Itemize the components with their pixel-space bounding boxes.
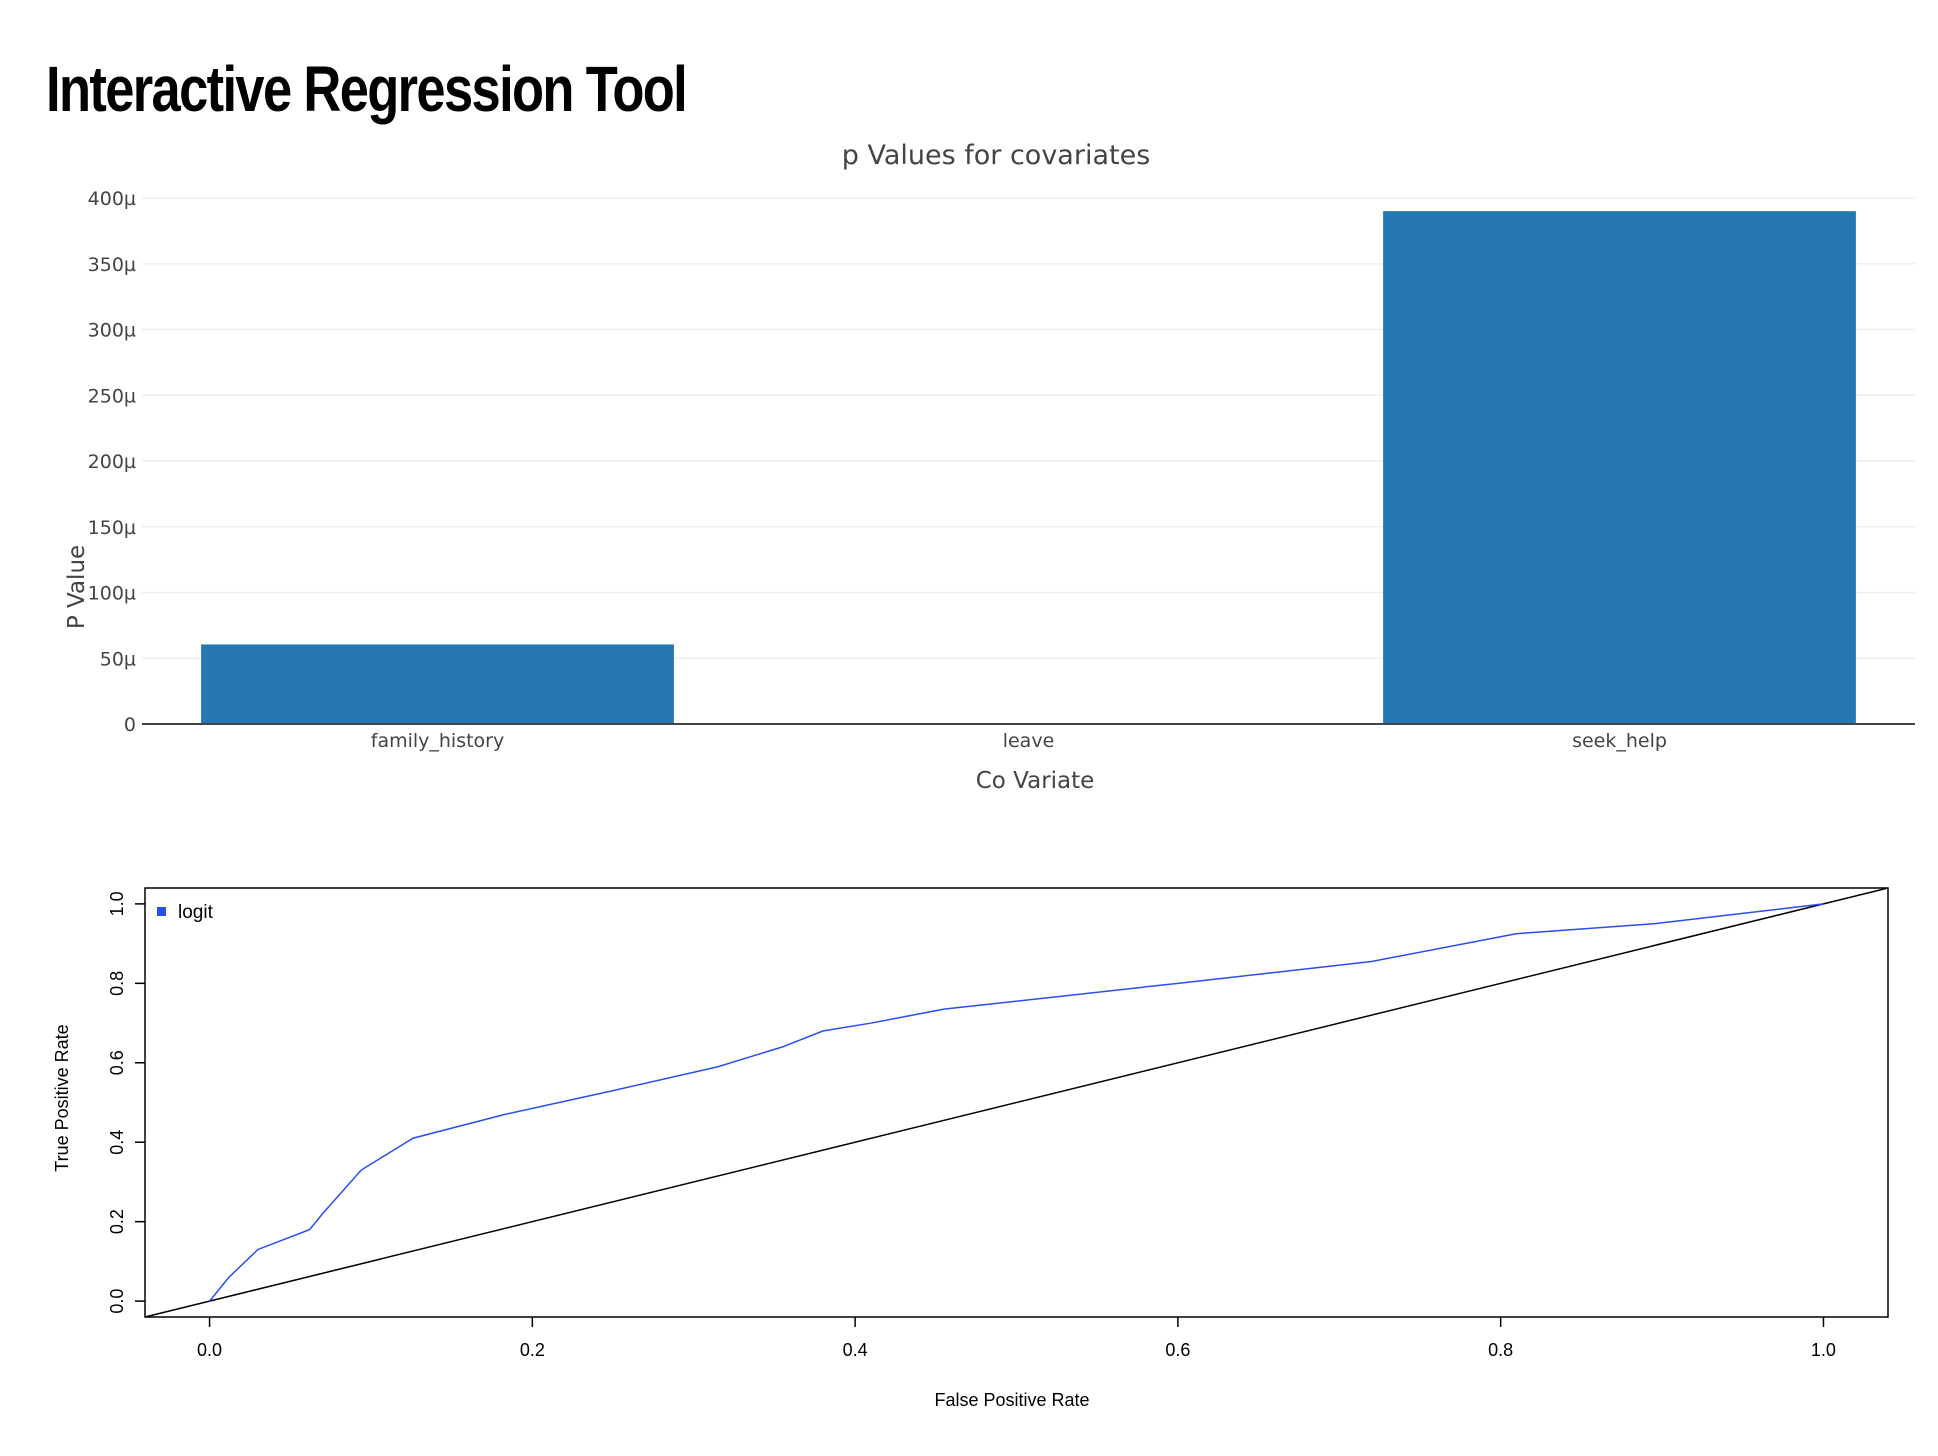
bar-y-tick-label: 250µ (88, 385, 136, 407)
roc-x-axis-label: False Positive Rate (934, 1390, 1089, 1410)
bar-chart-gridlines (142, 197, 1915, 659)
bar-chart-x-tick-labels: family_history leave seek_help (371, 730, 1667, 752)
roc-y-tick-label: 0.4 (107, 1130, 127, 1155)
bar-chart-y-axis-label: P Value (64, 545, 90, 629)
bar-chart-x-axis-label: Co Variate (976, 768, 1095, 794)
roc-legend-swatch (157, 907, 166, 916)
roc-curve-chart: 0.0 0.2 0.4 0.6 0.8 1.0 0.0 0.2 0.4 0.6 0.8 1.0 lo… (52, 887, 1889, 1410)
roc-y-tick-label: 0.8 (107, 971, 127, 996)
roc-plot-frame (144, 887, 1889, 1318)
bar-chart-bars[interactable] (201, 211, 1856, 724)
pvalue-bar-chart: p Values for covariates 0 50µ 100µ 150µ 200µ… (64, 140, 1915, 794)
bar-seek-help[interactable] (1383, 211, 1856, 724)
bar-y-tick-label: 200µ (88, 451, 136, 473)
bar-y-tick-label: 350µ (88, 254, 136, 276)
bar-x-tick-label: family_history (371, 730, 505, 752)
roc-x-tick-label: 0.8 (1488, 1340, 1513, 1360)
bar-y-tick-label: 50µ (100, 648, 136, 670)
roc-legend-label: logit (178, 902, 214, 923)
bar-y-tick-label: 100µ (88, 583, 136, 605)
bar-chart-y-tick-labels: 0 50µ 100µ 150µ 200µ 250µ 300µ 350µ 400µ (88, 188, 136, 736)
roc-x-tick-label: 1.0 (1811, 1340, 1836, 1360)
roc-y-tick-label: 1.0 (107, 891, 127, 916)
roc-y-axis-label: True Positive Rate (52, 1024, 72, 1171)
bar-family-history[interactable] (201, 644, 674, 724)
bar-y-tick-label: 150µ (88, 517, 136, 539)
roc-x-tick-label: 0.6 (1165, 1340, 1190, 1360)
roc-x-tick-label: 0.0 (197, 1340, 222, 1360)
bar-y-tick-label: 400µ (88, 188, 136, 210)
roc-y-tick-label: 0.2 (107, 1209, 127, 1234)
bar-x-tick-label: leave (1003, 730, 1055, 752)
roc-diagonal-reference-line (144, 887, 1889, 1318)
bar-chart-title: p Values for covariates (842, 140, 1151, 171)
roc-y-tick-label: 0.0 (107, 1289, 127, 1314)
app-title: Interactive Regression Tool (46, 53, 688, 125)
roc-legend: logit (157, 902, 214, 923)
roc-x-axis-ticks: 0.0 0.2 0.4 0.6 0.8 1.0 (197, 1317, 1836, 1360)
bar-y-tick-label: 300µ (88, 320, 136, 342)
roc-x-tick-label: 0.2 (520, 1340, 545, 1360)
roc-x-tick-label: 0.4 (843, 1340, 868, 1360)
roc-y-axis-ticks: 0.0 0.2 0.4 0.6 0.8 1.0 (107, 891, 145, 1314)
bar-x-tick-label: seek_help (1572, 730, 1667, 752)
roc-y-tick-label: 0.6 (107, 1050, 127, 1075)
bar-y-tick-label: 0 (124, 714, 136, 736)
roc-logit-curve[interactable] (208, 903, 1824, 1302)
